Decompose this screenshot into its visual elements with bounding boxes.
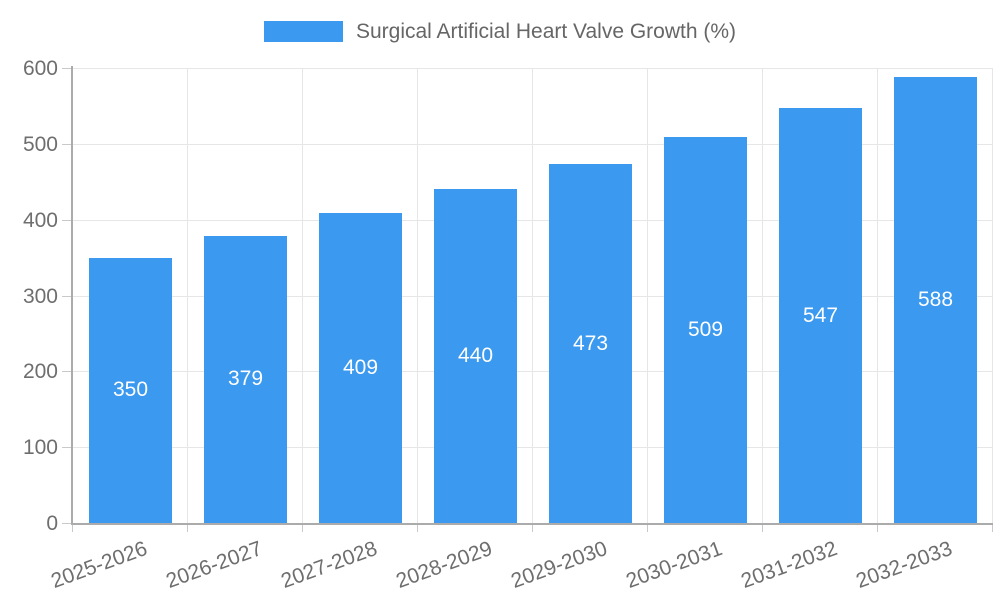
x-tick-mark xyxy=(877,523,878,532)
legend-swatch[interactable] xyxy=(263,21,343,42)
bar-value-label: 440 xyxy=(457,344,494,368)
y-axis-tick-label: 200 xyxy=(22,360,58,384)
y-axis-tick-label: 0 xyxy=(46,512,58,535)
x-axis-tick-label: 2031-2032 xyxy=(738,537,841,593)
y-tick-mark xyxy=(62,219,73,221)
y-gridline xyxy=(73,447,993,449)
y-tick-mark xyxy=(62,447,73,449)
bar-value-label: 509 xyxy=(687,318,724,341)
x-axis-tick-label: 2027-2028 xyxy=(278,537,381,593)
bar[interactable] xyxy=(434,189,517,523)
x-gridline xyxy=(992,68,993,523)
bar-value-label: 547 xyxy=(802,303,839,327)
x-axis-tick-label: 2028-2029 xyxy=(393,537,496,593)
y-axis-tick-label: 300 xyxy=(22,284,58,308)
x-axis-tick-label: 2030-2031 xyxy=(623,537,726,593)
bar[interactable] xyxy=(779,108,862,523)
y-tick-mark xyxy=(62,68,73,69)
bar[interactable] xyxy=(319,212,402,523)
x-axis-tick-label: 2032-2033 xyxy=(853,537,956,593)
bar[interactable] xyxy=(549,164,632,523)
x-gridline xyxy=(647,68,648,523)
y-tick-mark xyxy=(62,295,73,297)
y-axis-tick-label: 600 xyxy=(22,57,58,80)
x-gridline xyxy=(762,68,763,523)
x-gridline xyxy=(302,68,303,523)
x-tick-mark xyxy=(72,523,73,532)
x-gridline xyxy=(877,68,878,523)
x-tick-mark xyxy=(532,523,533,532)
y-gridline xyxy=(73,143,993,145)
y-axis-line xyxy=(71,66,73,525)
x-gridline xyxy=(187,68,188,523)
y-gridline xyxy=(73,68,993,69)
y-tick-mark xyxy=(62,143,73,145)
x-tick-mark xyxy=(647,523,648,532)
x-gridline xyxy=(417,68,418,523)
y-axis-tick-label: 500 xyxy=(22,132,58,156)
bar-value-label: 409 xyxy=(342,355,379,379)
bar[interactable] xyxy=(894,77,977,523)
y-tick-mark xyxy=(62,371,73,373)
x-tick-mark xyxy=(762,523,763,532)
y-axis-tick-label: 400 xyxy=(22,208,58,232)
legend-label[interactable]: Surgical Artificial Heart Valve Growth (… xyxy=(355,20,737,43)
x-axis-tick-label: 2025-2026 xyxy=(48,537,151,593)
y-tick-mark xyxy=(62,523,73,524)
x-axis-tick-label: 2026-2027 xyxy=(163,537,266,593)
y-gridline xyxy=(73,371,993,373)
bar-value-label: 350 xyxy=(112,378,149,402)
x-axis-tick-label: 2029-2030 xyxy=(508,537,611,593)
bar-value-label: 588 xyxy=(917,288,954,312)
bar[interactable] xyxy=(89,257,172,523)
x-tick-mark xyxy=(187,523,188,532)
x-gridline xyxy=(532,68,533,523)
y-axis-tick-label: 100 xyxy=(22,436,58,460)
plot-area: 350 379 409 440 473 509 547 588 xyxy=(73,68,993,523)
bar-value-label: 473 xyxy=(572,331,609,355)
bar[interactable] xyxy=(204,235,287,523)
bar-value-label: 379 xyxy=(227,367,264,391)
x-tick-mark xyxy=(417,523,418,532)
x-tick-mark xyxy=(992,523,993,532)
y-gridline xyxy=(73,295,993,297)
y-gridline xyxy=(73,219,993,221)
x-axis-line xyxy=(71,523,993,525)
x-tick-mark xyxy=(302,523,303,532)
bar[interactable] xyxy=(664,137,747,523)
legend: Surgical Artificial Heart Valve Growth (… xyxy=(0,21,1000,42)
